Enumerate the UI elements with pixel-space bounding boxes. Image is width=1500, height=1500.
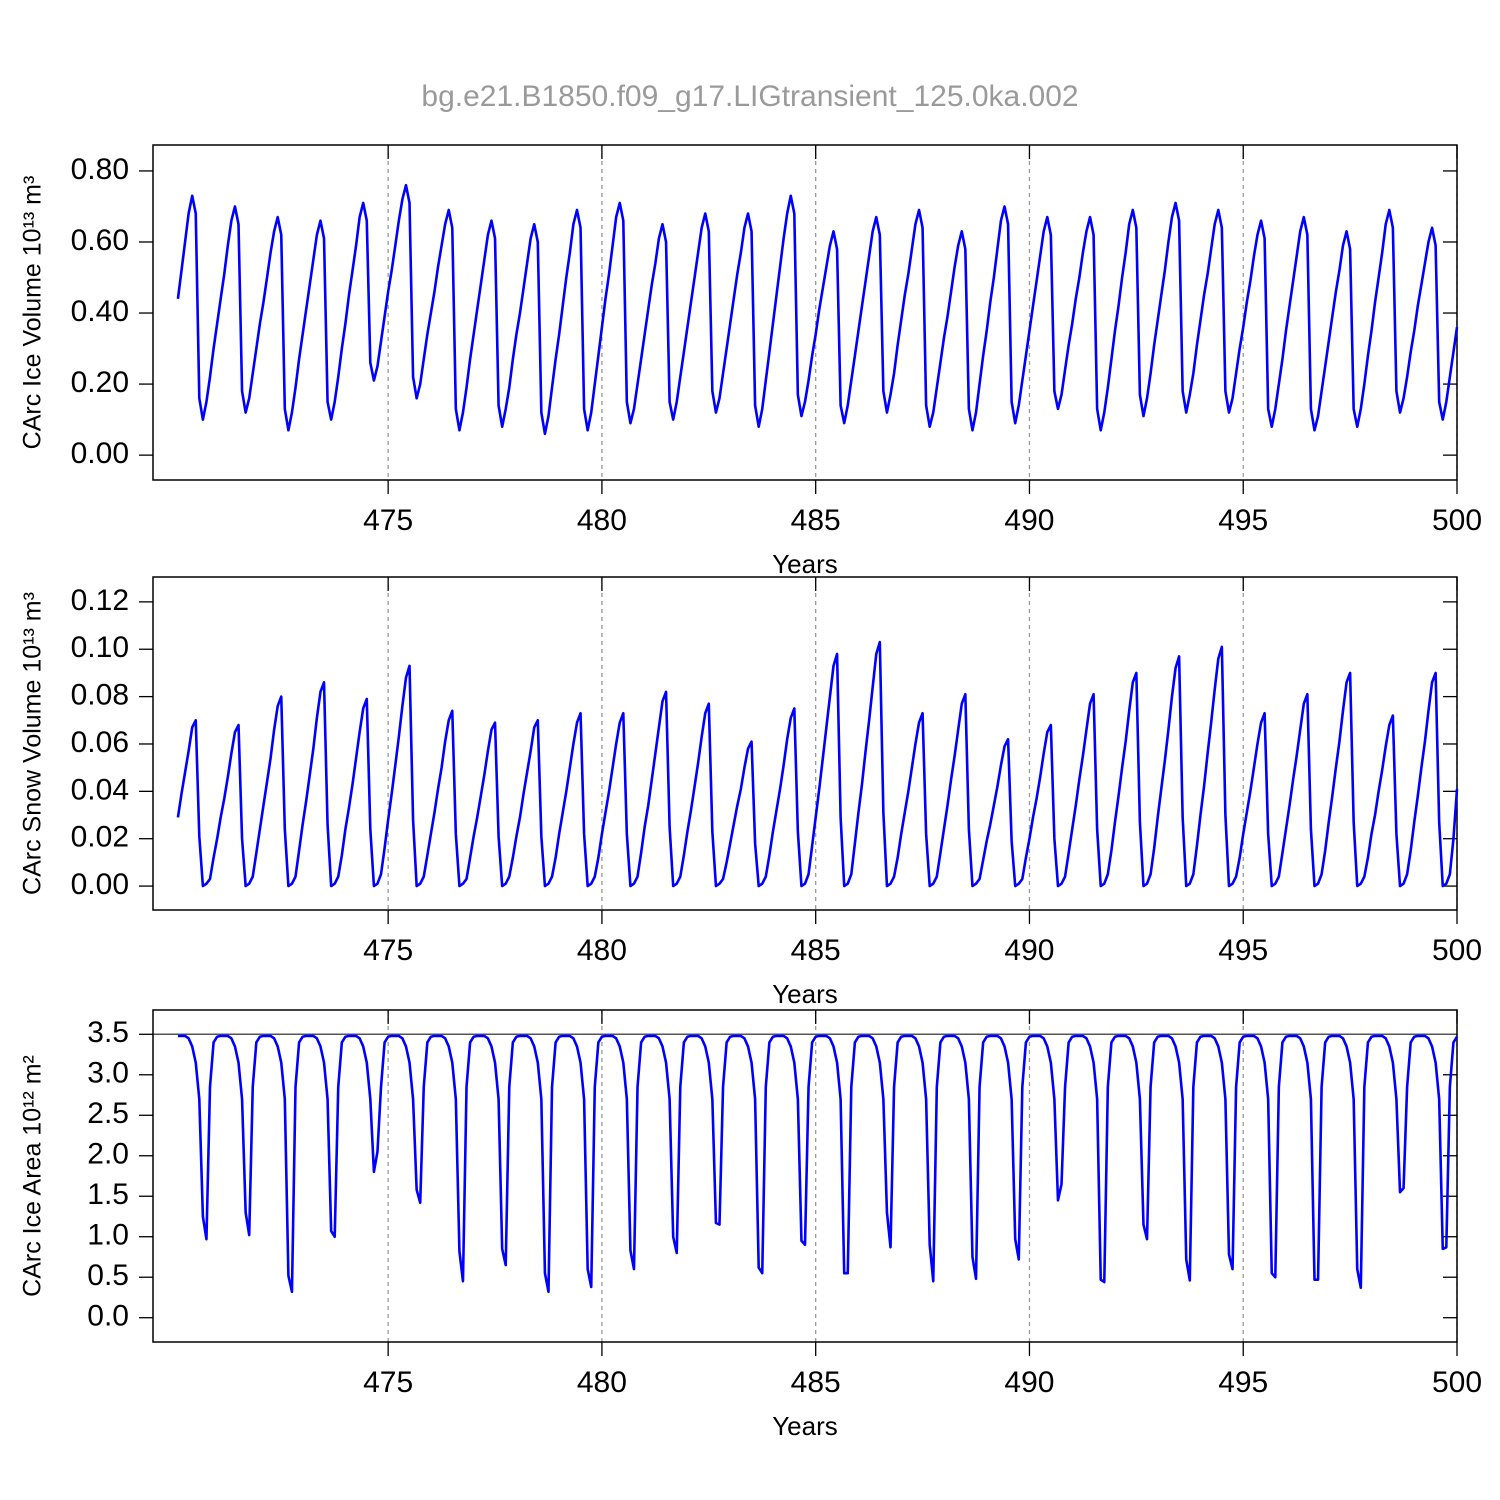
x-tick-label: 480 bbox=[577, 504, 627, 537]
y-tick-label: 0.00 bbox=[71, 868, 129, 901]
x-tick-label: 475 bbox=[363, 934, 413, 967]
y-tick-label: 2.0 bbox=[87, 1138, 129, 1171]
y-tick-label: 3.0 bbox=[87, 1057, 129, 1090]
data-line bbox=[177, 1034, 1459, 1294]
x-axis-label: Years bbox=[772, 549, 838, 579]
y-tick-label: 0.04 bbox=[71, 773, 129, 806]
x-tick-label: 500 bbox=[1432, 934, 1482, 967]
y-tick-label: 0.12 bbox=[71, 584, 129, 617]
x-axis-label: Years bbox=[772, 1411, 838, 1441]
y-tick-label: 0.60 bbox=[71, 224, 129, 257]
x-tick-label: 480 bbox=[577, 1366, 627, 1399]
plot-frame bbox=[152, 1009, 1458, 1343]
y-tick-label: 0.10 bbox=[71, 631, 129, 664]
plot-frame bbox=[152, 576, 1458, 911]
x-tick-label: 485 bbox=[791, 504, 841, 537]
x-tick-label: 475 bbox=[363, 1366, 413, 1399]
x-tick-label: 490 bbox=[1004, 1366, 1054, 1399]
y-axis-label: CArc Snow Volume 10¹³ m³ bbox=[19, 592, 47, 895]
data-line bbox=[176, 640, 1459, 888]
x-tick-label: 485 bbox=[791, 1366, 841, 1399]
x-tick-label: 495 bbox=[1218, 934, 1268, 967]
y-tick-label: 0.5 bbox=[87, 1259, 129, 1292]
x-tick-label: 500 bbox=[1432, 1366, 1482, 1399]
y-tick-label: 0.40 bbox=[71, 295, 129, 328]
x-tick-label: 495 bbox=[1218, 1366, 1268, 1399]
x-tick-label: 490 bbox=[1004, 934, 1054, 967]
figure-title: bg.e21.B1850.f09_g17.LIGtransient_125.0k… bbox=[421, 80, 1078, 113]
y-tick-label: 2.5 bbox=[87, 1097, 129, 1130]
plot-frame bbox=[152, 144, 1458, 481]
y-tick-label: 0.0 bbox=[87, 1300, 129, 1333]
data-line bbox=[176, 183, 1459, 436]
y-axis-label: CArc Ice Volume 10¹³ m³ bbox=[19, 176, 47, 450]
y-tick-label: 0.00 bbox=[71, 437, 129, 470]
x-tick-label: 500 bbox=[1432, 504, 1482, 537]
y-tick-label: 0.80 bbox=[71, 153, 129, 186]
y-axis-label: CArc Ice Area 10¹² m² bbox=[19, 1055, 47, 1297]
y-tick-label: 1.0 bbox=[87, 1219, 129, 1252]
y-tick-label: 0.20 bbox=[71, 366, 129, 399]
y-tick-label: 3.5 bbox=[87, 1016, 129, 1049]
x-tick-label: 475 bbox=[363, 504, 413, 537]
x-tick-label: 480 bbox=[577, 934, 627, 967]
x-tick-label: 485 bbox=[791, 934, 841, 967]
y-tick-label: 1.5 bbox=[87, 1178, 129, 1211]
y-tick-label: 0.02 bbox=[71, 821, 129, 854]
x-tick-label: 490 bbox=[1004, 504, 1054, 537]
x-axis-label: Years bbox=[772, 979, 838, 1009]
x-tick-label: 495 bbox=[1218, 504, 1268, 537]
y-tick-label: 0.08 bbox=[71, 679, 129, 712]
y-tick-label: 0.06 bbox=[71, 726, 129, 759]
